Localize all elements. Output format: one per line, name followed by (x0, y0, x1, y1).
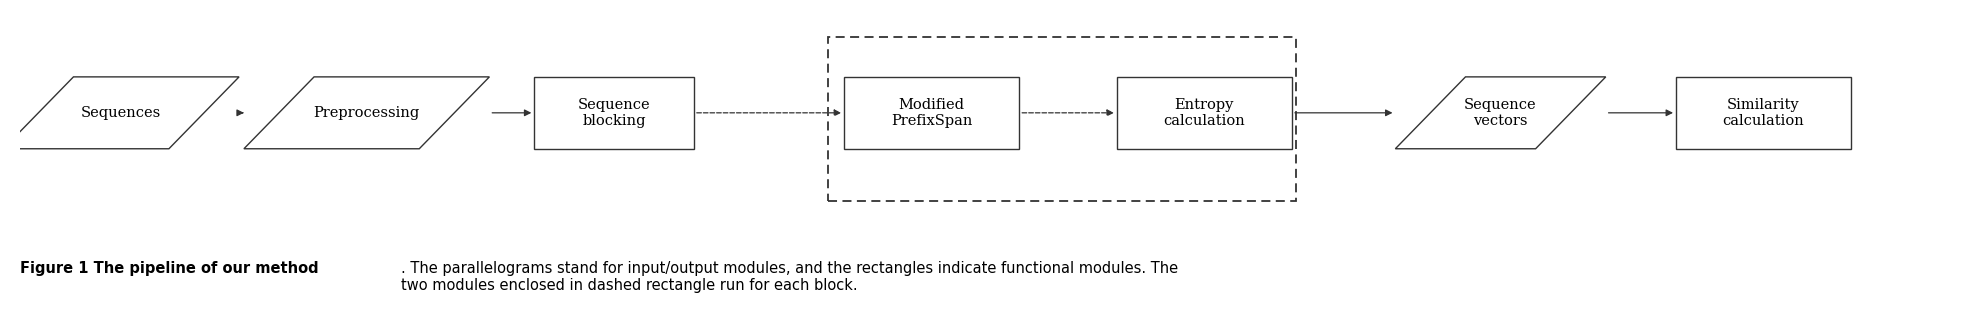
Text: Modified
PrefixSpan: Modified PrefixSpan (891, 98, 972, 128)
Bar (1676, 77, 1851, 149)
Text: Sequence
blocking: Sequence blocking (579, 98, 650, 128)
Text: . The parallelograms stand for input/output modules, and the rectangles indicate: . The parallelograms stand for input/out… (402, 261, 1179, 293)
Text: Similarity
calculation: Similarity calculation (1724, 98, 1805, 128)
Text: Sequences: Sequences (82, 106, 161, 120)
Polygon shape (1396, 77, 1606, 149)
Bar (1117, 77, 1292, 149)
Text: Sequence
vectors: Sequence vectors (1465, 98, 1537, 128)
Polygon shape (4, 77, 239, 149)
Polygon shape (245, 77, 489, 149)
Text: Figure 1 The pipeline of our method: Figure 1 The pipeline of our method (20, 261, 318, 275)
Text: Entropy
calculation: Entropy calculation (1163, 98, 1244, 128)
Bar (829, 37, 1296, 201)
Bar (845, 77, 1020, 149)
Text: Preprocessing: Preprocessing (314, 106, 419, 120)
Bar (535, 77, 694, 149)
